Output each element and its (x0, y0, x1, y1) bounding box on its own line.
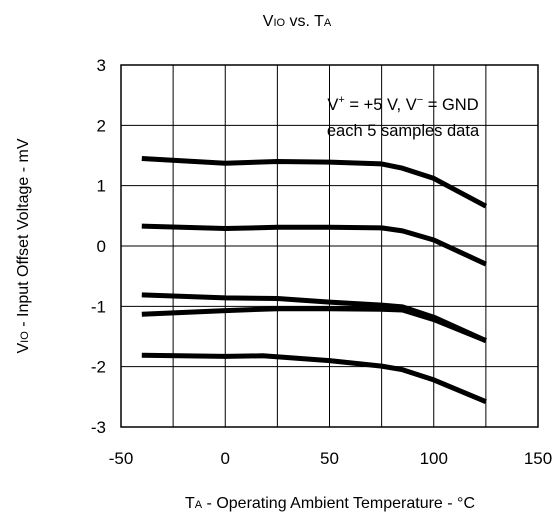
chart-title: VIO vs. TA (263, 13, 332, 30)
series-line-5 (141, 352, 487, 405)
series-line-4 (141, 306, 487, 344)
y-tick-label: 1 (97, 177, 106, 196)
series-line-2 (141, 223, 487, 267)
y-tick-label: 2 (97, 116, 106, 135)
y-tick-label: -2 (91, 358, 106, 377)
x-tick-label: 0 (221, 449, 230, 468)
y-tick-label: -3 (91, 418, 106, 437)
gridlines (121, 65, 538, 427)
x-tick-label: 150 (524, 449, 552, 468)
x-tick-label: 50 (320, 449, 339, 468)
y-tick-label: 3 (97, 56, 106, 75)
x-tick-label: -50 (109, 449, 134, 468)
x-axis-label: TA - Operating Ambient Temperature - °C (185, 495, 475, 512)
x-tick-label: 100 (420, 449, 448, 468)
y-tick-labels: 3 2 1 0 -1 -2 -3 (91, 56, 106, 437)
series-group (141, 156, 488, 405)
plot-frame (120, 64, 539, 428)
annotation-supply: V+ = +5 V, V− = GND (327, 94, 478, 114)
x-tick-labels: -50 0 50 100 150 (109, 449, 552, 468)
series-line-1 (141, 156, 488, 209)
y-axis-label: VIO - Input Offset Voltage - mV (15, 138, 32, 353)
y-tick-label: -1 (91, 297, 106, 316)
annotation-samples: each 5 samples data (327, 122, 480, 140)
y-tick-label: 0 (97, 237, 106, 256)
